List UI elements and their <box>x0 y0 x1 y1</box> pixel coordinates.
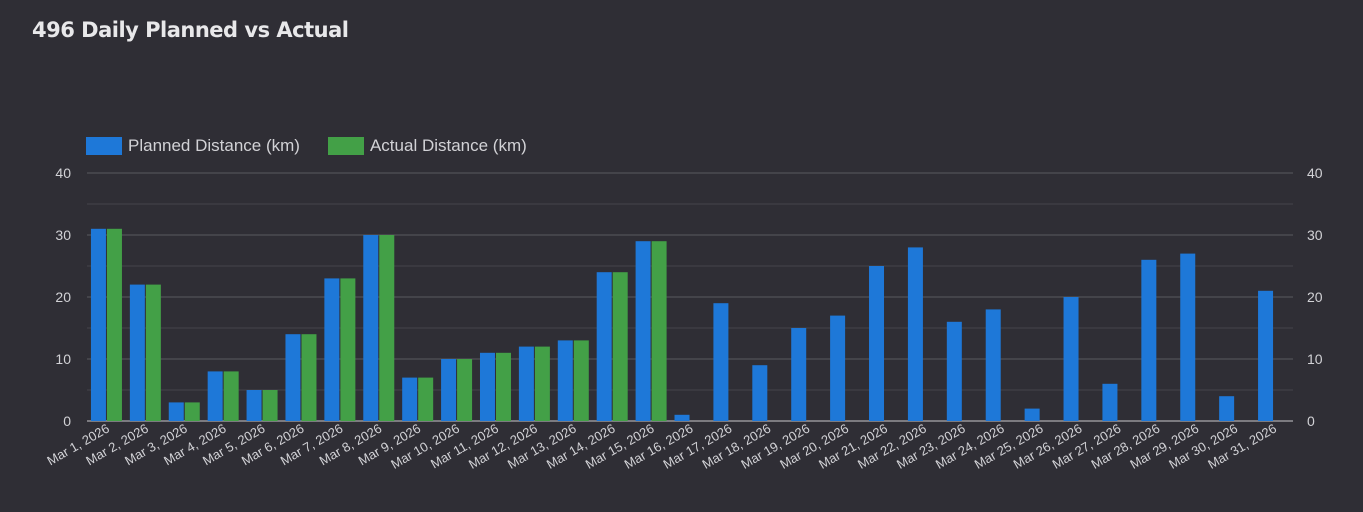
bar-planned <box>90 228 106 421</box>
bar-actual <box>340 278 356 421</box>
y-tick-label-left: 0 <box>63 413 71 429</box>
bar-planned <box>1141 259 1157 421</box>
bar-actual <box>301 334 317 421</box>
bar-planned <box>168 402 184 421</box>
legend-item-planned[interactable]: Planned Distance (km) <box>86 136 300 156</box>
bar-planned <box>713 303 729 421</box>
bar-actual <box>184 402 200 421</box>
bar-actual <box>379 235 395 421</box>
legend-label-actual: Actual Distance (km) <box>369 136 527 155</box>
y-tick-label-right: 30 <box>1307 227 1323 243</box>
bar-planned <box>1258 290 1274 421</box>
y-tick-label-right: 40 <box>1307 165 1323 181</box>
y-tick-label-left: 20 <box>55 289 71 305</box>
bar-planned <box>207 371 223 421</box>
y-tick-label-left: 30 <box>55 227 71 243</box>
bar-actual <box>612 272 628 421</box>
bar-planned <box>518 346 534 421</box>
bar-planned <box>324 278 340 421</box>
bar-actual <box>223 371 239 421</box>
bar-actual <box>495 352 511 421</box>
bar-planned <box>285 334 301 421</box>
bar-planned <box>246 390 262 421</box>
legend-swatch-planned <box>86 137 122 155</box>
y-tick-label-right: 20 <box>1307 289 1323 305</box>
legend-label-planned: Planned Distance (km) <box>128 136 300 155</box>
bar-planned <box>1063 297 1079 421</box>
bar-planned <box>363 235 379 421</box>
bar-planned <box>791 328 807 421</box>
bar-actual <box>106 228 122 421</box>
bar-actual <box>573 340 589 421</box>
y-tick-label-right: 0 <box>1307 413 1315 429</box>
bar-planned <box>596 272 612 421</box>
bar-actual <box>145 284 161 421</box>
bar-planned <box>869 266 885 421</box>
bar-planned <box>635 241 651 421</box>
y-tick-label-left: 10 <box>55 351 71 367</box>
bar-planned <box>557 340 573 421</box>
bar-planned <box>1219 396 1235 421</box>
bar-actual <box>457 359 473 421</box>
bar-planned <box>479 352 495 421</box>
bar-actual <box>534 346 550 421</box>
bar-planned <box>830 315 846 421</box>
bar-planned <box>1102 383 1118 421</box>
bar-planned <box>441 359 457 421</box>
bar-planned <box>129 284 145 421</box>
bar-planned <box>907 247 923 421</box>
chart-title: 496 Daily Planned vs Actual <box>32 18 349 42</box>
y-tick-label-left: 40 <box>55 165 71 181</box>
bar-actual <box>418 377 434 421</box>
legend-item-actual[interactable]: Actual Distance (km) <box>327 136 527 156</box>
bar-planned <box>402 377 418 421</box>
legend: Planned Distance (km) Actual Distance (k… <box>86 134 555 158</box>
bar-actual <box>651 241 667 421</box>
bar-planned <box>946 321 962 421</box>
bar-planned <box>1024 408 1040 421</box>
bar-actual <box>262 390 278 421</box>
bar-planned <box>674 414 690 421</box>
bar-planned <box>985 309 1001 421</box>
y-tick-label-right: 10 <box>1307 351 1323 367</box>
bar-planned <box>752 365 768 421</box>
bar-planned <box>1180 253 1196 421</box>
legend-swatch-actual <box>327 137 364 155</box>
